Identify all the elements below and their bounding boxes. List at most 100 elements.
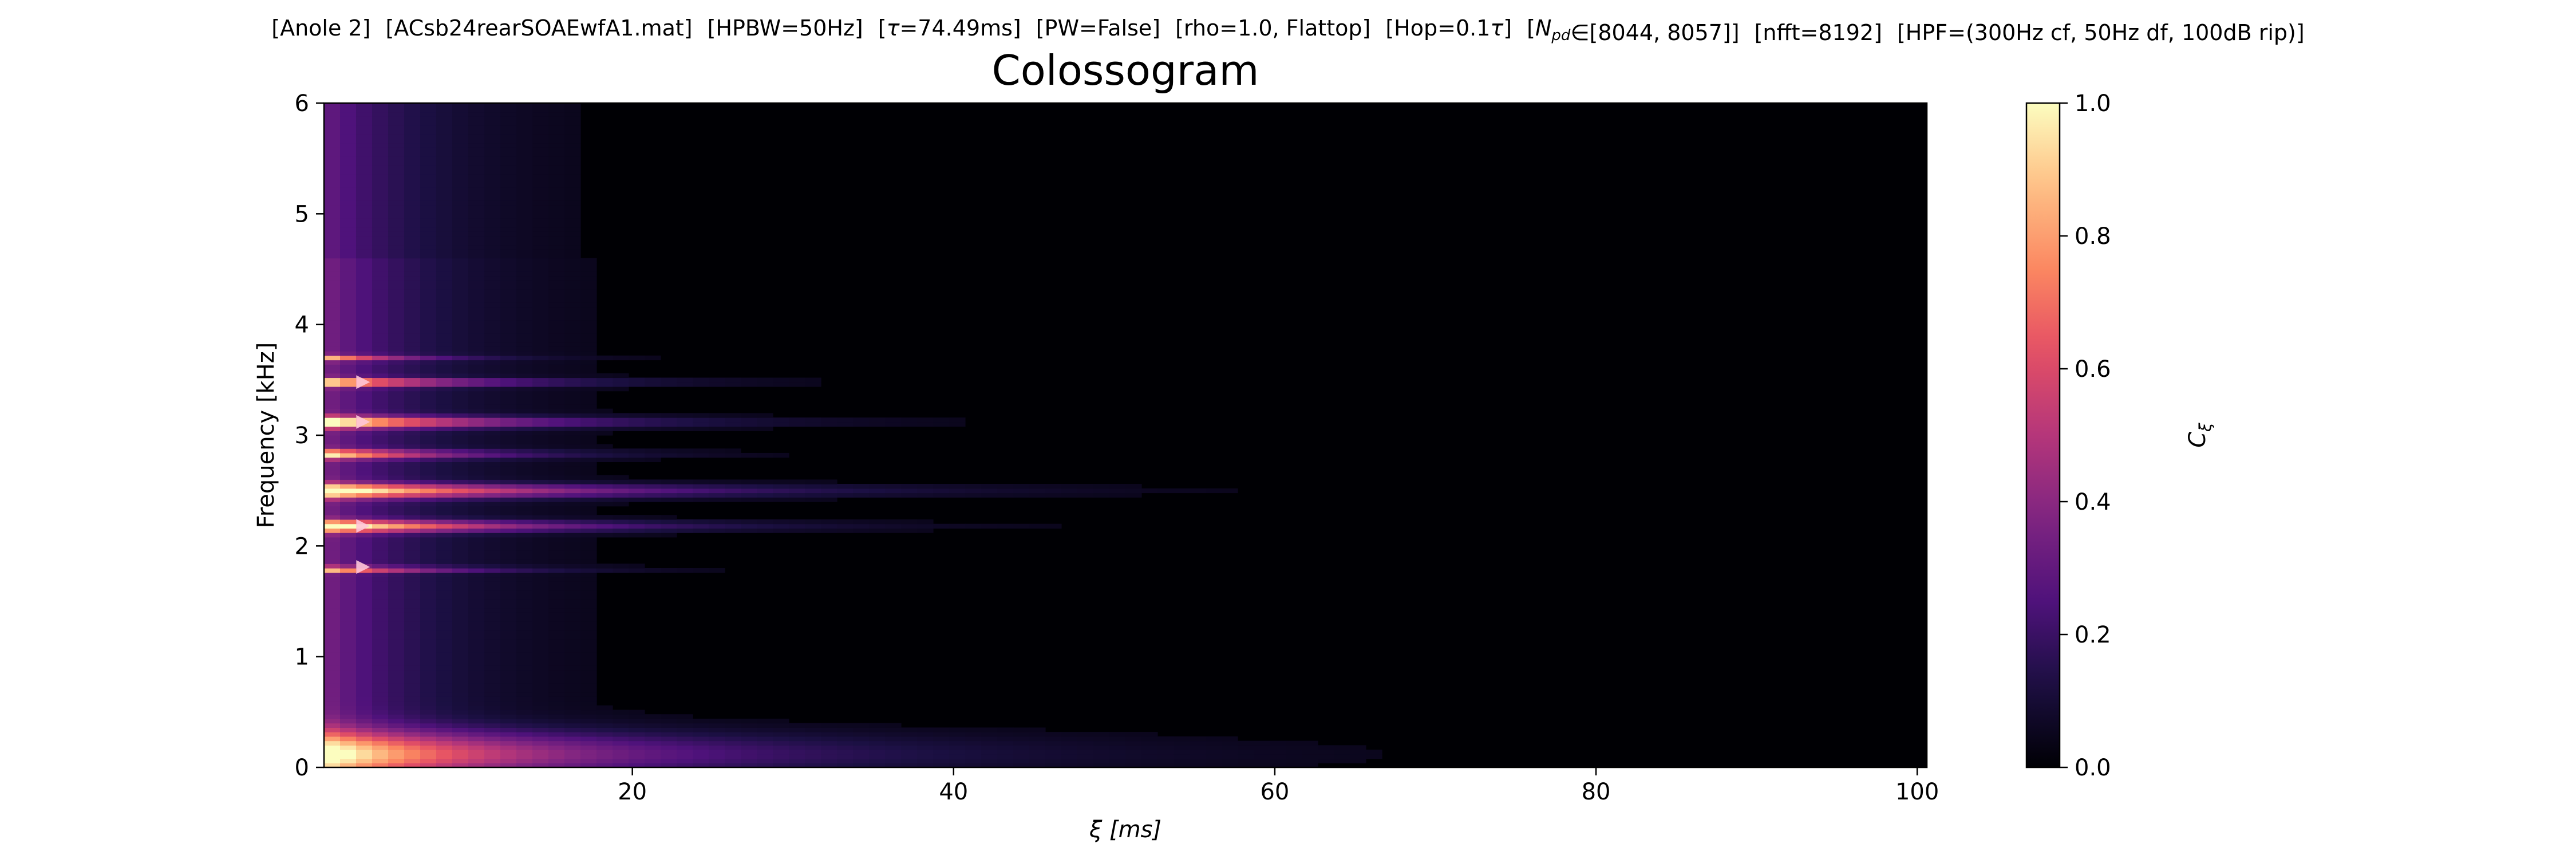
heatmap-cell [484, 484, 501, 489]
heatmap-cell [372, 404, 389, 409]
heatmap-cell [340, 754, 357, 759]
heatmap-cell [388, 191, 405, 196]
heatmap-cell [468, 253, 485, 259]
heatmap-cell [420, 732, 437, 737]
heatmap-cell [340, 271, 357, 277]
heatmap-cell [564, 360, 581, 365]
heatmap-cell [420, 599, 437, 604]
heatmap-cell [388, 745, 405, 750]
heatmap-cell [388, 559, 405, 564]
heatmap-cell [548, 479, 565, 484]
heatmap-cell [500, 275, 517, 281]
heatmap-cell [500, 661, 517, 666]
heatmap-cell [741, 723, 757, 728]
heatmap-cell [500, 594, 517, 600]
heatmap-cell [645, 377, 661, 383]
heatmap-cell [324, 306, 341, 312]
heatmap-cell [580, 572, 597, 578]
heatmap-cell [500, 342, 517, 347]
heatmap-cell [404, 506, 421, 511]
heatmap-cell [340, 643, 357, 648]
heatmap-cell [548, 236, 565, 241]
heatmap-cells [324, 103, 1382, 767]
heatmap-cell [1206, 754, 1222, 759]
heatmap-cell [372, 585, 389, 591]
heatmap-cell [372, 665, 389, 671]
heatmap-cell [741, 426, 757, 431]
heatmap-cell [372, 763, 389, 767]
heatmap-cell [324, 227, 341, 232]
heatmap-cell [324, 581, 341, 586]
heatmap-cell [564, 674, 581, 679]
heatmap-cell [452, 541, 469, 546]
heatmap-cell [356, 528, 373, 533]
heatmap-cell [340, 253, 357, 259]
heatmap-cell [965, 763, 982, 767]
heatmap-cell [821, 523, 837, 529]
heatmap-cell [468, 431, 485, 436]
heatmap-cell [532, 426, 549, 431]
heatmap-cell [917, 727, 934, 732]
heatmap-cell [388, 564, 405, 569]
heatmap-cell [436, 568, 453, 573]
heatmap-cell [356, 249, 373, 254]
heatmap-cell [837, 528, 854, 533]
heatmap-cell [1174, 488, 1190, 494]
heatmap-cell [340, 116, 357, 121]
heatmap-cell [500, 572, 517, 578]
heatmap-cell [548, 718, 565, 724]
heatmap-cell [324, 470, 341, 476]
heatmap-cell [709, 523, 725, 529]
heatmap-cell [613, 736, 629, 742]
heatmap-cell [388, 546, 405, 551]
heatmap-cell [532, 581, 549, 586]
heatmap-cell [500, 497, 517, 502]
heatmap-cell [436, 528, 453, 533]
heatmap-cell [372, 714, 389, 719]
heatmap-cell [468, 457, 485, 462]
heatmap-cell [516, 665, 533, 671]
heatmap-cell [372, 435, 389, 440]
heatmap-cell [420, 280, 437, 285]
heatmap-cell [741, 377, 757, 383]
heatmap-cell [404, 594, 421, 600]
heatmap-cell [468, 204, 485, 210]
heatmap-cell [1350, 754, 1366, 759]
heatmap-cell [340, 147, 357, 152]
heatmap-cell [532, 479, 549, 484]
heatmap-cell [1125, 763, 1142, 767]
heatmap-cell [580, 533, 597, 538]
heatmap-cell [548, 656, 565, 661]
heatmap-cell [468, 750, 485, 755]
heatmap-cell [532, 152, 549, 157]
heatmap-cell [596, 754, 613, 759]
heatmap-cell [580, 298, 597, 303]
heatmap-cell [388, 275, 405, 281]
heatmap-cell [500, 360, 517, 365]
heatmap-cell [484, 377, 501, 383]
heatmap-cell [532, 630, 549, 635]
heatmap-cell [404, 373, 421, 379]
heatmap-cell [677, 523, 693, 529]
heatmap-cell [468, 152, 485, 157]
heatmap-cell [436, 488, 453, 494]
heatmap-cell [404, 448, 421, 454]
heatmap-cell [340, 559, 357, 564]
heatmap-cell [548, 408, 565, 413]
heatmap-cell [548, 758, 565, 763]
heatmap-cell [324, 138, 341, 144]
heatmap-cell [564, 723, 581, 728]
heatmap-cell [356, 492, 373, 498]
heatmap-cell [468, 669, 485, 675]
heatmap-cell [516, 652, 533, 657]
heatmap-cell [452, 683, 469, 688]
heatmap-cell [869, 523, 886, 529]
heatmap-cell [468, 209, 485, 214]
heatmap-cell [1125, 750, 1142, 755]
heatmap-cell [677, 758, 693, 763]
heatmap-cell [548, 147, 565, 152]
heatmap-cell [436, 648, 453, 653]
heatmap-cell [580, 758, 597, 763]
heatmap-cell [372, 369, 389, 374]
heatmap-cell [340, 448, 357, 454]
